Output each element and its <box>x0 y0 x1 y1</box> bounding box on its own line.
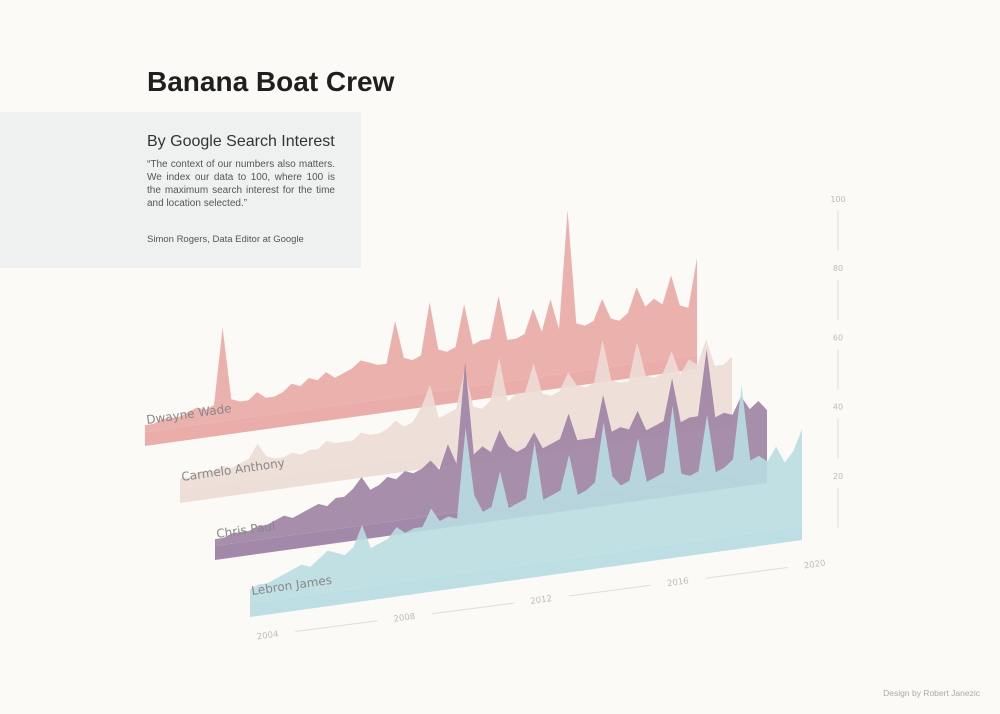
x-tick-label: 2008 <box>393 612 416 625</box>
x-tick-label: 2004 <box>256 630 279 643</box>
x-tick-label: 2020 <box>803 559 826 572</box>
ridge-side <box>180 412 732 503</box>
ridge-side <box>250 526 802 617</box>
ridge-side <box>145 355 697 446</box>
info-box: By Google Search Interest “The context o… <box>0 112 361 268</box>
quote-source: Simon Rogers, Data Editor at Google <box>147 234 304 245</box>
ridge-area <box>145 210 697 432</box>
ridge-area <box>250 385 802 603</box>
credit: Design by Robert Janezic <box>883 688 980 698</box>
y-tick-label: 60 <box>833 333 843 342</box>
x-axis-segment <box>295 620 378 632</box>
y-tick-label: 100 <box>830 195 845 204</box>
ridge-area <box>215 349 767 546</box>
ridge-area <box>180 339 732 489</box>
chart-title: Banana Boat Crew <box>147 66 395 97</box>
x-axis-segment <box>705 567 788 579</box>
y-tick-label: 40 <box>833 403 843 412</box>
x-axis-segment <box>432 602 515 615</box>
y-tick-label: 20 <box>833 472 843 481</box>
x-tick-label: 2012 <box>530 594 553 607</box>
y-tick-label: 80 <box>833 264 843 273</box>
subtitle: By Google Search Interest <box>147 133 335 150</box>
x-axis-segment <box>568 584 651 597</box>
x-tick-label: 2016 <box>667 576 690 589</box>
quote: “The context of our numbers also matters… <box>147 159 335 209</box>
